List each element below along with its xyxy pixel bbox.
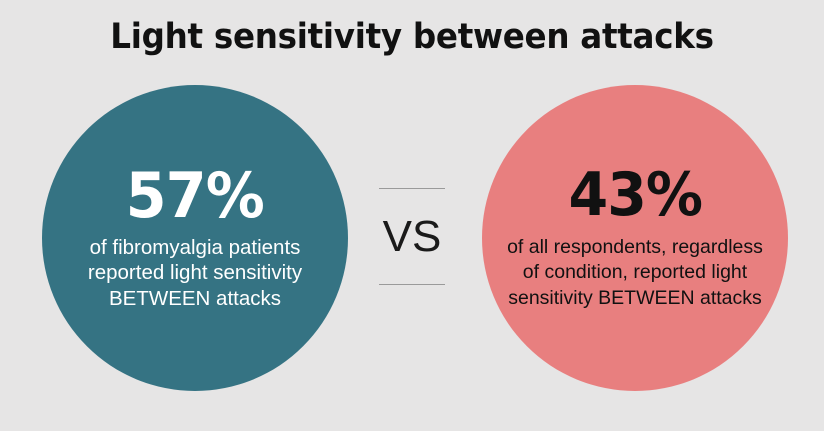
stat-description-left-line-2: reported light sensitivity	[87, 261, 303, 285]
stat-description-left-line-1: of fibromyalgia patients	[89, 235, 301, 259]
stat-description-right-line-2: of condition, reported light	[522, 261, 748, 284]
divider-rule-top	[379, 188, 445, 189]
page-title: Light sensitivity between attacks	[110, 17, 714, 57]
stat-circle-all-respondents: 43% of all respondents, regardless of co…	[482, 85, 788, 391]
stat-description-left-line-3: BETWEEN attacks	[108, 286, 281, 310]
stat-percent-right: 43%	[568, 159, 703, 230]
stat-description-right: of all respondents, regardless of condit…	[485, 235, 785, 312]
stat-description-right-line-1: of all respondents, regardless	[507, 235, 763, 258]
versus-divider: VS	[376, 188, 448, 285]
stat-description-right-line-3: sensitivity BETWEEN attacks	[508, 286, 762, 309]
divider-rule-bottom	[379, 284, 445, 285]
versus-label: VS	[382, 212, 442, 261]
stat-percent-left: 57%	[125, 158, 265, 232]
stat-circle-fibromyalgia: 57% of fibromyalgia patients reported li…	[42, 85, 348, 391]
stat-description-left: of fibromyalgia patients reported light …	[55, 235, 335, 312]
